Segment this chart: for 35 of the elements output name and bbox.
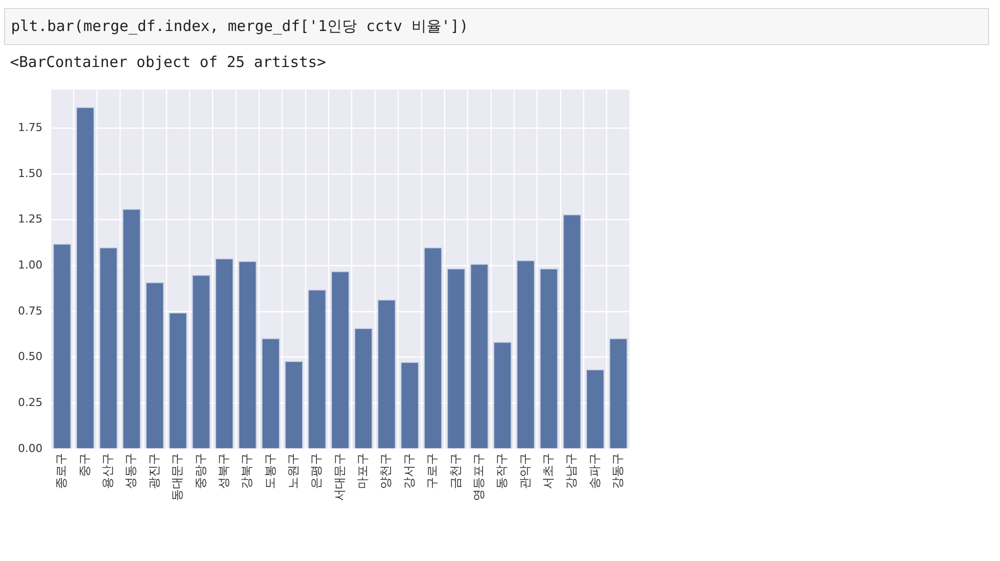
x-tick-label: 종로구 xyxy=(54,453,68,489)
x-tick-label: 용산구 xyxy=(100,453,115,489)
x-tick-label: 성북구 xyxy=(216,453,230,489)
y-tick-label: 1.25 xyxy=(18,212,42,226)
y-tick-label: 0.50 xyxy=(18,350,42,364)
x-tick-label: 송파구 xyxy=(587,453,602,489)
text: plt.bar(merge_df.index, merge_df['1인당 cctv 비율']) xyxy=(4,8,989,45)
x-tick-label: 광진구 xyxy=(146,453,161,489)
x-tick-label: 강서구 xyxy=(402,453,416,489)
x-tick-label: 구로구 xyxy=(425,453,440,489)
x-tick-label: 은평구 xyxy=(309,453,324,489)
x-tick-label: 동대문구 xyxy=(170,453,184,501)
y-tick-label: 1.50 xyxy=(18,166,42,180)
y-tick-label: 1.00 xyxy=(18,258,42,272)
x-tick-label: 강북구 xyxy=(240,453,254,489)
y-tick-label: 1.75 xyxy=(18,120,42,134)
x-tick-label: 서초구 xyxy=(540,453,555,489)
text: <BarContainer object of 25 artists> xyxy=(10,53,328,71)
x-tick-label: 양천구 xyxy=(378,453,393,489)
x-tick-label: 도봉구 xyxy=(262,453,277,489)
x-tick-label: 중랑구 xyxy=(193,453,208,489)
x-tick-label: 성동구 xyxy=(124,453,138,489)
x-tick-label: 동작구 xyxy=(494,453,509,489)
x-tick-label: 중구 xyxy=(77,453,92,477)
x-tick-label: 관악구 xyxy=(518,453,532,489)
x-tick-label: 강동구 xyxy=(610,453,625,489)
x-tick-label: 금천구 xyxy=(448,453,462,489)
x-tick-label: 노원구 xyxy=(286,453,300,489)
x-tick-label: 영등포구 xyxy=(471,453,486,501)
y-tick-label: 0.75 xyxy=(18,304,42,318)
y-tick-label: 0.00 xyxy=(18,442,42,455)
x-tick-label: 마포구 xyxy=(356,453,370,489)
x-tick-label: 강남구 xyxy=(564,453,578,489)
y-tick-label: 0.25 xyxy=(18,396,42,410)
x-tick-label: 서대문구 xyxy=(332,453,346,501)
